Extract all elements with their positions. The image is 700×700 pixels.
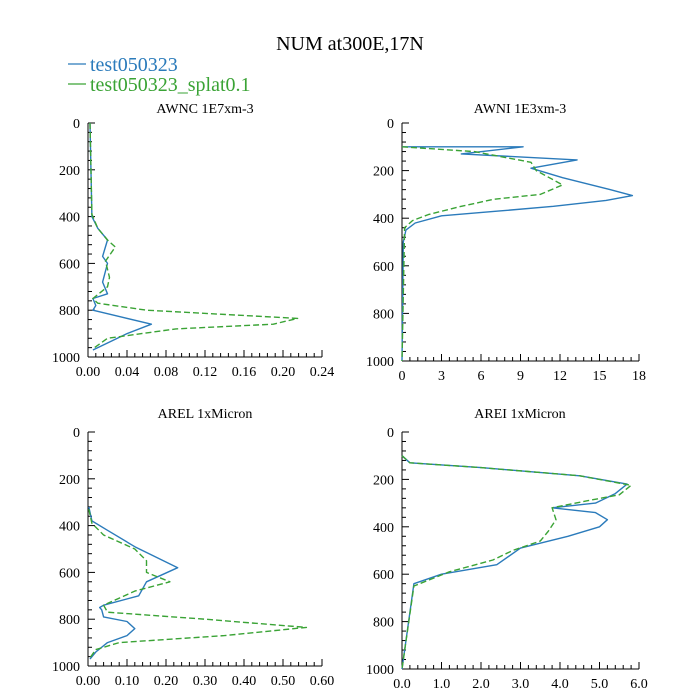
x-tick-label: 0.10: [115, 674, 140, 689]
x-tick-label: 0.20: [271, 365, 296, 380]
x-tick-label: 0.04: [115, 365, 140, 380]
x-tick-label: 0.16: [232, 365, 257, 380]
x-tick-label: 0.00: [76, 674, 101, 689]
y-tick-label: 1000: [366, 663, 394, 678]
y-tick-label: 800: [373, 616, 394, 631]
panel-title: AWNI 1E3xm-3: [474, 102, 567, 117]
y-tick-label: 200: [59, 164, 80, 179]
legend: test050323 test050323_splat0.1: [68, 54, 251, 96]
x-tick-label: 12: [553, 369, 567, 384]
x-tick-label: 0.00: [76, 365, 101, 380]
x-tick-label: 5.0: [591, 677, 609, 692]
y-tick-label: 400: [373, 212, 394, 227]
x-tick-label: 3.0: [512, 677, 530, 692]
x-tick-label: 3: [438, 369, 445, 384]
series-line-test050323-splat0-1: [89, 122, 299, 350]
x-tick-label: 4.0: [551, 677, 569, 692]
y-tick-label: 400: [373, 521, 394, 536]
x-tick-label: 0.24: [310, 365, 335, 380]
x-tick-label: 1.0: [433, 677, 451, 692]
x-tick-label: 18: [632, 369, 646, 384]
panel-title: AWNC 1E7xm-3: [156, 102, 253, 117]
x-tick-label: 9: [517, 369, 524, 384]
series-line-test050323-splat0-1: [401, 455, 632, 670]
y-tick-label: 600: [59, 257, 80, 272]
x-tick-label: 0.40: [232, 674, 257, 689]
x-tick-label: 0.0: [393, 677, 411, 692]
y-tick-label: 1000: [52, 351, 80, 366]
y-tick-label: 200: [59, 473, 80, 488]
x-tick-label: 0.12: [193, 365, 218, 380]
series-line-test050323: [401, 455, 628, 670]
series-line-test050323-splat0-1: [88, 509, 308, 659]
legend-label-series1: test050323: [90, 54, 178, 76]
y-tick-label: 600: [59, 566, 80, 581]
x-tick-label: 6.0: [630, 677, 648, 692]
series-line-test050323: [88, 506, 179, 660]
x-tick-label: 0.08: [154, 365, 179, 380]
y-tick-label: 1000: [366, 355, 394, 370]
y-tick-label: 0: [387, 117, 394, 132]
y-tick-label: 1000: [52, 660, 80, 675]
panel-title: AREL 1xMicron: [158, 407, 253, 422]
y-tick-label: 600: [373, 568, 394, 583]
legend-label-series2: test050323_splat0.1: [90, 74, 251, 96]
x-tick-label: 2.0: [472, 677, 490, 692]
x-tick-label: 0.20: [154, 674, 179, 689]
x-tick-label: 0.60: [310, 674, 335, 689]
figure-title: NUM at300E,17N: [276, 33, 424, 55]
y-tick-label: 400: [59, 211, 80, 226]
series-line-test050323-splat0-1: [401, 146, 564, 362]
x-tick-label: 6: [478, 369, 485, 384]
x-tick-label: 0: [399, 369, 406, 384]
series-line-test050323: [89, 122, 153, 351]
x-tick-label: 0.30: [193, 674, 218, 689]
y-tick-label: 200: [373, 165, 394, 180]
y-tick-label: 800: [59, 304, 80, 319]
y-tick-label: 800: [373, 307, 394, 322]
y-tick-label: 0: [73, 426, 80, 441]
panel-awni: AWNI 1E3xm-3 0 200 400 600 800 1000 0 3 6 9 12 15 18: [366, 102, 646, 384]
x-tick-label: 0.50: [271, 674, 296, 689]
y-tick-label: 0: [387, 426, 394, 441]
y-tick-label: 200: [373, 473, 394, 488]
y-tick-label: 400: [59, 520, 80, 535]
panel-title: AREI 1xMicron: [474, 407, 565, 422]
series-line-test050323: [401, 146, 634, 362]
y-tick-label: 800: [59, 613, 80, 628]
x-tick-label: 15: [593, 369, 607, 384]
y-tick-label: 600: [373, 260, 394, 275]
y-tick-label: 0: [73, 117, 80, 132]
